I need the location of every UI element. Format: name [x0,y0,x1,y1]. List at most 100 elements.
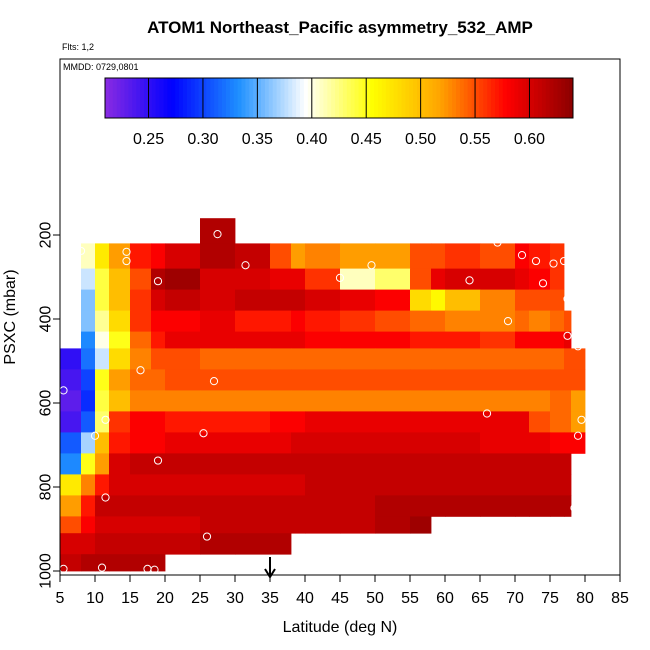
x-tick-label: 75 [541,590,559,607]
heatmap-cell [109,453,131,475]
heatmap-cell [410,310,432,332]
x-tick-label: 25 [191,590,209,607]
observation-point [199,429,208,438]
x-tick-label: 55 [401,590,419,607]
heatmap-cell [200,516,236,534]
heatmap-cell [109,243,131,269]
heatmap-cell [410,369,432,391]
heatmap-cell [165,369,201,391]
heatmap-cell [95,268,110,290]
heatmap-cell [235,495,271,517]
heatmap-cell [431,432,446,454]
colorbar-swatch [506,78,512,118]
heatmap-cell [151,289,166,311]
heatmap-cell [375,495,411,517]
heatmap-cell [305,268,341,290]
heatmap-cell [305,411,341,433]
colorbar-swatch [198,78,203,118]
heatmap-cell [529,289,551,311]
observation-point [136,366,145,375]
heatmap-cell [291,453,306,475]
colorbar-swatch [179,78,184,118]
heatmap-cell [60,554,82,572]
colorbar-swatch [233,78,239,118]
heatmap-cell [550,495,565,517]
colorbar-swatch [409,78,414,118]
colorbar-swatch [448,78,453,118]
heatmap-cell [410,474,432,496]
heatmap-cell [60,495,82,517]
colorbar-swatch [557,78,562,118]
heatmap-cell [130,268,152,290]
observation-point [153,456,163,465]
heatmap-cell [235,411,271,433]
heatmap-cell [529,474,551,496]
observation-point [101,415,110,424]
heatmap-cell [165,453,201,475]
heatmap-cell [340,474,376,496]
colorbar-swatch [452,78,457,118]
heatmap-cell [109,331,131,349]
heatmap-cell [270,474,292,496]
heatmap-cell [340,453,376,475]
heatmap-cell [529,331,551,349]
heatmap-cell [564,390,572,412]
colorbar-swatch [510,78,515,118]
heatmap-cell [151,331,166,349]
observation-point [90,431,100,440]
heatmap-cell [431,331,446,349]
heatmap-cell [291,411,306,433]
heatmap-cell [81,495,96,517]
colorbar-swatch [487,78,492,118]
heatmap-cell [445,331,481,349]
colorbar-swatch [381,78,387,118]
heatmap-cell [109,432,131,454]
heatmap-cell [431,310,446,332]
heatmap-cell [95,474,110,496]
flights-label: Flts: 1,2 [62,42,94,52]
colorbar-swatch [140,78,145,118]
heatmap-cell [81,331,96,349]
observation-point [241,261,250,270]
colorbar-swatch [249,78,254,118]
observation-point [122,247,131,256]
heatmap-cell [200,432,236,454]
heatmap-cell [165,331,201,349]
heatmap-cell [375,243,411,269]
heatmap-cell [165,533,201,555]
colorbar-swatch [541,78,547,118]
heatmap-cell [200,474,236,496]
chart-title: ATOM1 Northeast_Pacific asymmetry_532_AM… [147,18,533,37]
colorbar-swatch [120,78,125,118]
heatmap-cell [550,289,565,311]
heatmap-cell [109,268,131,290]
heatmap-cell [410,243,432,269]
heatmap-cell [410,348,432,370]
heatmap-cell [445,310,481,332]
heatmap-cell [60,411,82,433]
heatmap-cell [95,369,110,391]
heatmap-cell [235,432,271,454]
colorbar-swatch [284,78,289,118]
heatmap-cell [340,331,376,349]
heatmap-cell [550,474,565,496]
x-tick-label: 30 [226,590,244,607]
heatmap-cell [291,348,306,370]
colorbar-swatch [112,78,118,118]
colorbar-swatch [105,78,110,118]
observation-point [538,279,548,288]
heatmap-cell [95,289,110,311]
heatmap-cell [431,243,446,269]
heatmap-cell [529,310,551,332]
colorbar-swatch [456,78,461,118]
heatmap-cell [529,390,551,412]
colorbar-swatch [163,78,168,118]
heatmap-cell [340,243,376,269]
heatmap-cell [200,289,236,311]
colorbar-swatch [354,78,359,118]
colorbar-swatch [128,78,133,118]
colorbar-frame [104,77,574,119]
x-tick-label: 65 [471,590,489,607]
heatmap-cell [375,390,411,412]
